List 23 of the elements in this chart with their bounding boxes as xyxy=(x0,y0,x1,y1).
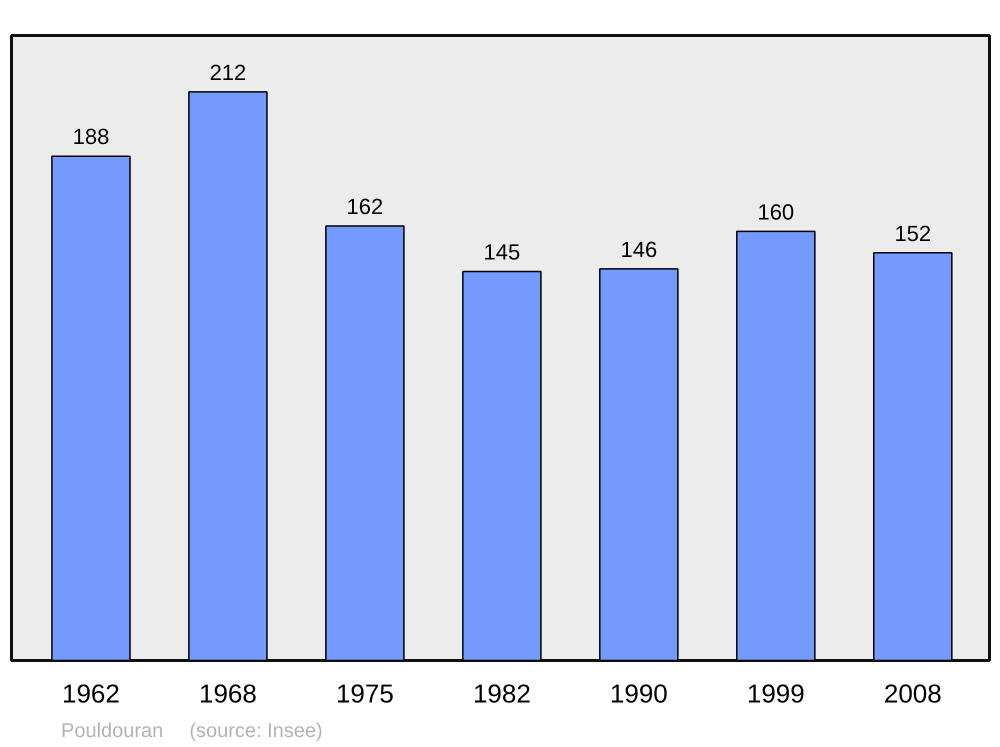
data-label: 145 xyxy=(484,240,520,265)
text: (source: Insee) xyxy=(189,720,323,742)
x-tick-label: 1962 xyxy=(62,678,120,708)
bar xyxy=(462,270,542,660)
x-tick-label: 1975 xyxy=(336,678,394,708)
data-label: 146 xyxy=(620,236,658,262)
x-tick-label: 2008 xyxy=(884,678,942,708)
bar xyxy=(736,230,816,660)
bar xyxy=(188,91,268,660)
data-label: 162 xyxy=(346,194,384,219)
x-tick-label: 1968 xyxy=(199,678,257,708)
x-tick-label: 1990 xyxy=(610,678,668,708)
bar xyxy=(325,225,405,660)
bar xyxy=(873,252,953,660)
text: Pouldouran xyxy=(61,720,164,742)
data-label: 152 xyxy=(894,220,932,246)
x-tick-label: 1982 xyxy=(472,678,531,708)
bar xyxy=(51,155,131,660)
data-label: 212 xyxy=(210,60,246,85)
x-tick-label: 1999 xyxy=(746,678,805,708)
data-label: 160 xyxy=(757,199,794,224)
data-label: 188 xyxy=(72,124,110,150)
bar xyxy=(599,268,679,660)
